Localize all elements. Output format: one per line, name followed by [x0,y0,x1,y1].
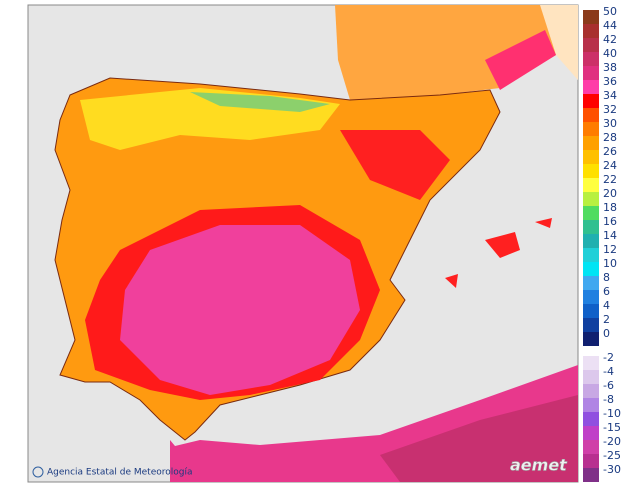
legend-swatch [583,468,599,482]
legend-label: 8 [603,271,610,284]
legend-label: 50 [603,5,617,18]
legend-label: 22 [603,173,617,186]
legend-swatch [583,80,599,94]
credit-icon [32,466,44,478]
legend-label: 18 [603,201,617,214]
legend-swatch [583,356,599,370]
legend-label: 12 [603,243,617,256]
legend-label: -8 [603,393,614,406]
legend-swatch [583,412,599,426]
legend-label: 14 [603,229,617,242]
legend-swatch [583,370,599,384]
legend-label: 20 [603,187,617,200]
south-very-hot [120,225,360,395]
legend-label: 2 [603,313,610,326]
mallorca [485,232,520,258]
legend-label: -25 [603,449,621,462]
legend-label: 44 [603,19,617,32]
legend-swatch [583,24,599,38]
legend-label: 36 [603,75,617,88]
legend-label: 34 [603,89,617,102]
legend-swatch [583,304,599,318]
legend-swatch [583,318,599,332]
legend-swatch [583,192,599,206]
legend-swatch [583,454,599,468]
france-east [540,5,578,80]
menorca [535,218,552,228]
legend-label: 28 [603,131,617,144]
legend-swatch [583,426,599,440]
legend-swatch [583,332,599,346]
legend-swatch [583,94,599,108]
legend-label: 10 [603,257,617,270]
legend-swatch [583,38,599,52]
legend-swatch [583,248,599,262]
cantabrian-cool [190,92,330,112]
legend-label: -4 [603,365,614,378]
legend-swatch [583,398,599,412]
france-hot [485,30,556,90]
legend-label: 32 [603,103,617,116]
legend-label: 42 [603,33,617,46]
legend-label: 16 [603,215,617,228]
legend-swatch [583,276,599,290]
legend-swatch [583,440,599,454]
legend-label: 0 [603,327,610,340]
legend-swatch [583,206,599,220]
legend-label: -10 [603,407,621,420]
legend-label: -20 [603,435,621,448]
ibiza [445,274,458,288]
legend-label: -30 [603,463,621,476]
legend-label: 26 [603,145,617,158]
legend: 5044424038363432302826242220181614121086… [583,5,621,482]
north-africa-inland [380,395,578,482]
legend-swatch [583,220,599,234]
legend-swatch [583,234,599,248]
map [54,5,578,482]
legend-label: 40 [603,47,617,60]
legend-label: -6 [603,379,614,392]
legend-swatch [583,108,599,122]
legend-label: 24 [603,159,617,172]
legend-swatch [583,66,599,80]
legend-swatch [583,262,599,276]
legend-label: -2 [603,351,614,364]
legend-label: 4 [603,299,610,312]
legend-swatch [583,150,599,164]
legend-swatch [583,10,599,24]
legend-label: 6 [603,285,610,298]
legend-swatch [583,52,599,66]
ebro-hot [340,130,450,200]
legend-label: 38 [603,61,617,74]
legend-swatch [583,384,599,398]
legend-swatch [583,122,599,136]
legend-swatch [583,290,599,304]
legend-swatch [583,164,599,178]
legend-label: 30 [603,117,617,130]
legend-swatch [583,178,599,192]
credit: Agencia Estatal de Meteorología [47,468,193,478]
legend-swatch [583,136,599,150]
logo: aemet [510,456,568,475]
legend-label: -15 [603,421,621,434]
